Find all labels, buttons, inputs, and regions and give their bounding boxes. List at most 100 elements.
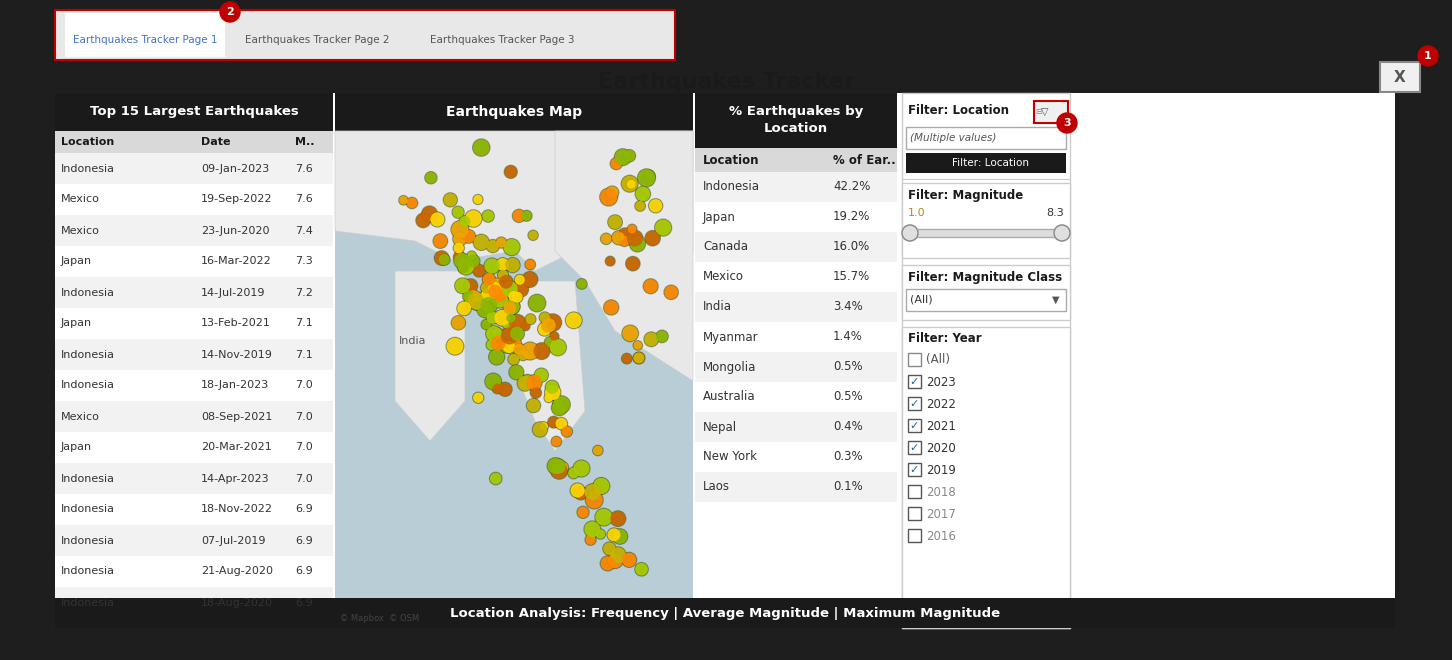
Circle shape	[486, 341, 497, 349]
Text: 2017: 2017	[926, 508, 955, 521]
Text: 42.2%: 42.2%	[833, 180, 870, 193]
Circle shape	[513, 343, 526, 356]
Text: Indonesia: Indonesia	[61, 473, 115, 484]
Circle shape	[585, 535, 597, 545]
Circle shape	[550, 332, 559, 341]
Circle shape	[478, 302, 492, 317]
Circle shape	[453, 207, 463, 217]
Circle shape	[463, 292, 473, 302]
FancyBboxPatch shape	[902, 265, 1070, 320]
Circle shape	[463, 279, 478, 293]
Circle shape	[504, 298, 520, 315]
Circle shape	[523, 376, 533, 385]
Circle shape	[452, 317, 465, 329]
FancyBboxPatch shape	[906, 153, 1066, 173]
Text: Filter: Magnitude Class: Filter: Magnitude Class	[908, 271, 1061, 284]
FancyBboxPatch shape	[902, 93, 1070, 628]
Circle shape	[1419, 46, 1437, 66]
Circle shape	[562, 426, 572, 437]
Circle shape	[498, 269, 508, 280]
Circle shape	[489, 285, 501, 298]
FancyBboxPatch shape	[906, 127, 1066, 149]
Circle shape	[514, 211, 524, 221]
Circle shape	[534, 368, 549, 382]
Circle shape	[502, 281, 518, 297]
FancyBboxPatch shape	[696, 382, 897, 412]
Text: Earthquakes Tracker Page 3: Earthquakes Tracker Page 3	[430, 35, 575, 45]
Text: ✓: ✓	[909, 443, 919, 453]
Text: © Mapbox  © OSM: © Mapbox © OSM	[340, 614, 420, 623]
Circle shape	[504, 240, 518, 255]
Circle shape	[621, 325, 639, 342]
Circle shape	[607, 257, 614, 265]
Circle shape	[544, 384, 560, 401]
Circle shape	[614, 148, 632, 166]
Circle shape	[484, 258, 499, 274]
Circle shape	[587, 535, 595, 544]
FancyBboxPatch shape	[696, 232, 897, 262]
Text: Mexico: Mexico	[61, 411, 100, 422]
Circle shape	[523, 343, 539, 359]
Circle shape	[481, 282, 492, 294]
FancyBboxPatch shape	[908, 441, 921, 454]
Circle shape	[623, 326, 637, 341]
Text: 6.9: 6.9	[295, 535, 312, 546]
Text: % of Ear..: % of Ear..	[833, 154, 896, 166]
Circle shape	[468, 293, 479, 305]
Circle shape	[601, 189, 617, 205]
Circle shape	[508, 354, 520, 365]
Circle shape	[489, 282, 501, 294]
Circle shape	[452, 315, 466, 330]
FancyBboxPatch shape	[906, 289, 1066, 311]
Circle shape	[488, 284, 502, 298]
Text: 7.3: 7.3	[295, 257, 312, 267]
Circle shape	[575, 487, 588, 500]
Circle shape	[504, 298, 520, 315]
Circle shape	[510, 315, 526, 331]
Circle shape	[549, 339, 566, 356]
Circle shape	[536, 369, 547, 381]
Circle shape	[486, 240, 499, 253]
Text: Indonesia: Indonesia	[61, 350, 115, 360]
Circle shape	[472, 302, 481, 310]
Circle shape	[552, 401, 566, 414]
FancyBboxPatch shape	[55, 587, 333, 618]
Text: 8.3: 8.3	[1047, 208, 1064, 218]
Circle shape	[544, 393, 553, 403]
FancyBboxPatch shape	[55, 598, 1395, 628]
Text: Earthquakes Tracker: Earthquakes Tracker	[598, 72, 854, 92]
FancyBboxPatch shape	[908, 529, 921, 542]
Circle shape	[585, 522, 600, 537]
Circle shape	[498, 275, 513, 289]
Circle shape	[526, 314, 536, 325]
Circle shape	[627, 224, 637, 234]
Circle shape	[608, 554, 621, 568]
Circle shape	[629, 236, 646, 252]
Text: X: X	[1394, 69, 1406, 84]
Circle shape	[466, 211, 481, 226]
Circle shape	[621, 353, 632, 364]
Circle shape	[645, 280, 658, 292]
Circle shape	[498, 271, 508, 279]
Text: 6.9: 6.9	[295, 504, 312, 515]
Circle shape	[635, 201, 646, 211]
Text: 18-Aug-2020: 18-Aug-2020	[200, 597, 273, 607]
Circle shape	[511, 338, 521, 348]
Circle shape	[611, 548, 626, 562]
FancyBboxPatch shape	[335, 93, 693, 131]
Circle shape	[453, 232, 468, 246]
Circle shape	[498, 382, 513, 397]
Circle shape	[497, 257, 510, 271]
Text: 08-Sep-2021: 08-Sep-2021	[200, 411, 273, 422]
Text: Indonesia: Indonesia	[61, 566, 115, 576]
Circle shape	[468, 252, 475, 259]
Text: Filter: Magnitude: Filter: Magnitude	[908, 189, 1024, 201]
Circle shape	[482, 210, 494, 222]
FancyBboxPatch shape	[908, 353, 921, 366]
Text: 2: 2	[227, 7, 234, 17]
Circle shape	[656, 330, 668, 343]
Circle shape	[527, 376, 542, 389]
Circle shape	[514, 282, 527, 296]
FancyBboxPatch shape	[1034, 101, 1069, 123]
Circle shape	[473, 195, 484, 205]
